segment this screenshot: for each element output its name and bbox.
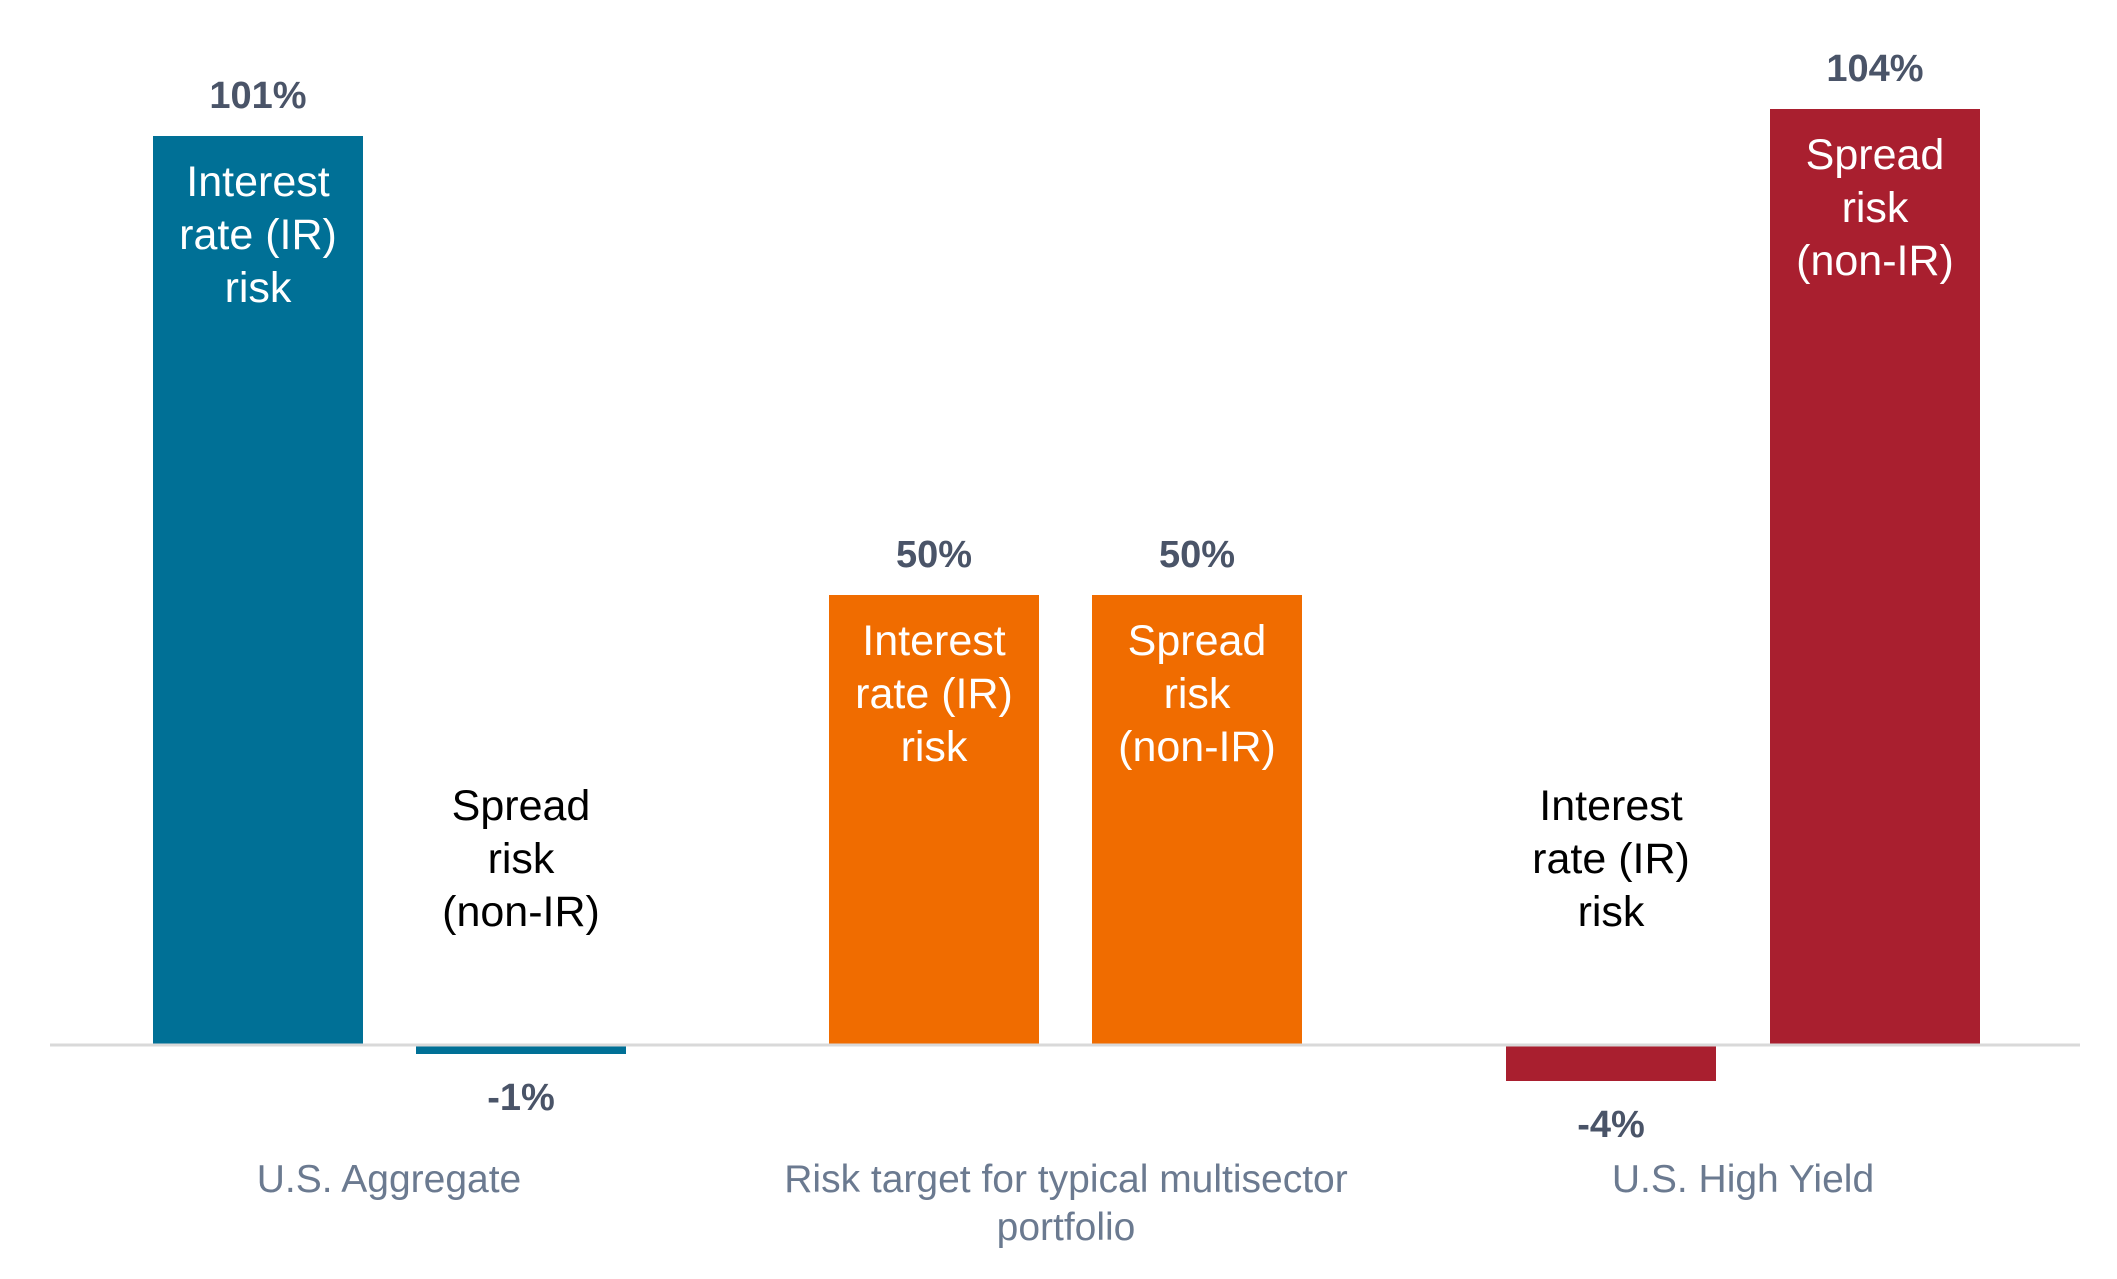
bar-0 — [153, 136, 363, 1045]
bar-label-1: Spread risk (non-IR) — [442, 782, 600, 936]
bar-labels: Interest rate (IR) risk Spread risk (non-IR) I… — [179, 131, 1954, 936]
bar-1 — [416, 1045, 626, 1054]
bar-label-5: Spread risk (non-IR) — [1796, 131, 1954, 285]
bar-label-4: Interest rate (IR) risk — [1532, 782, 1690, 936]
bar-label-2: Interest rate (IR) risk — [855, 617, 1013, 771]
value-labels: 101% -1% 50% 50% -4% 104% — [209, 48, 1923, 1146]
category-label-1: Risk target for typical multisector portf… — [784, 1158, 1348, 1249]
category-label-2: U.S. High Yield — [1612, 1158, 1874, 1201]
value-label-5: 104% — [1826, 48, 1923, 90]
value-label-0: 101% — [209, 75, 306, 117]
bar-label-0: Interest rate (IR) risk — [179, 158, 337, 312]
value-label-2: 50% — [896, 534, 972, 576]
bars — [153, 109, 1980, 1081]
bar-2 — [829, 595, 1039, 1045]
value-label-3: 50% — [1159, 534, 1235, 576]
value-label-4: -4% — [1577, 1104, 1645, 1146]
bar-label-3: Spread risk (non-IR) — [1118, 617, 1276, 771]
value-label-1: -1% — [487, 1077, 555, 1119]
bar-4 — [1506, 1045, 1716, 1081]
category-label-0: U.S. Aggregate — [257, 1158, 522, 1201]
bar-5 — [1770, 109, 1980, 1045]
category-labels: U.S. Aggregate Risk target for typical mu… — [257, 1158, 1874, 1249]
bar-3 — [1092, 595, 1302, 1045]
